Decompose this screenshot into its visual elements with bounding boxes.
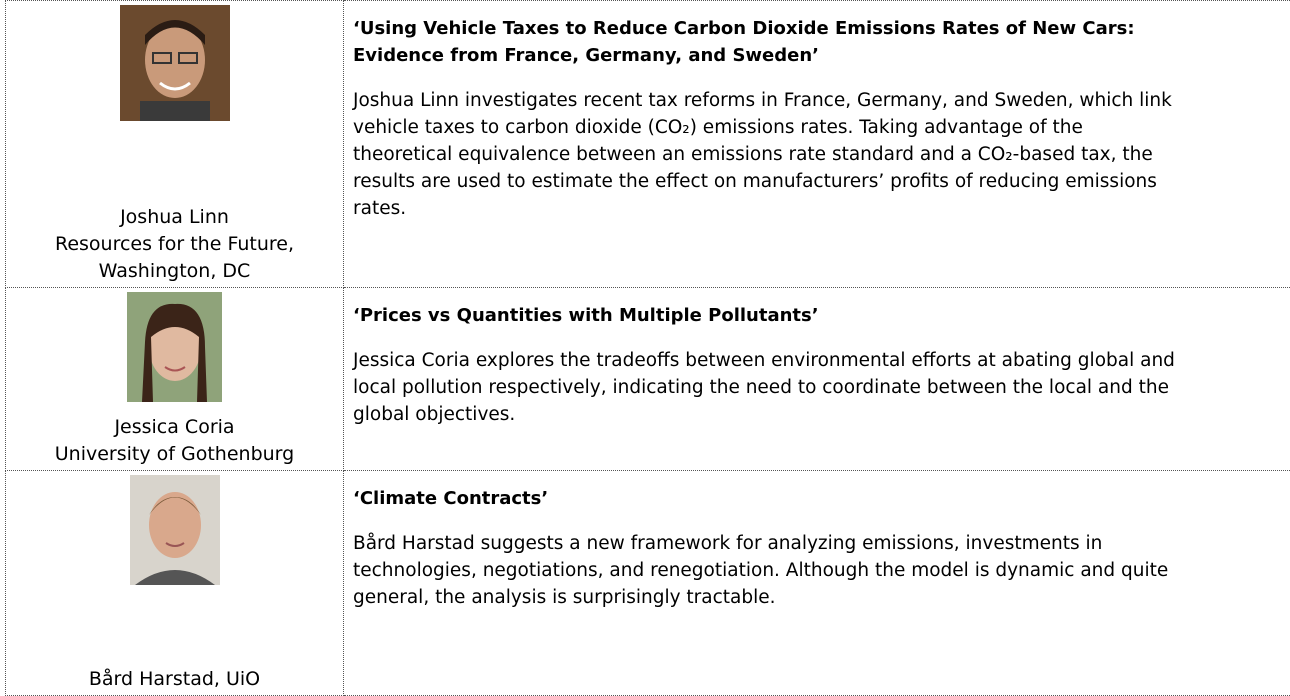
paper-description: Joshua Linn investigates recent tax refo… xyxy=(353,87,1183,222)
row: Bård Harstad, UiO ‘Climate Contracts’ Bå… xyxy=(6,471,1290,696)
paper-cell: ‘Using Vehicle Taxes to Reduce Carbon Di… xyxy=(344,1,1290,288)
name-line: Washington, DC xyxy=(6,258,343,285)
speaker-names: Jessica Coria University of Gothenburg xyxy=(6,414,343,468)
speaker-cell: Jessica Coria University of Gothenburg xyxy=(6,288,344,471)
photo xyxy=(120,5,230,121)
name-line: Jessica Coria xyxy=(6,414,343,441)
paper-description: Jessica Coria explores the tradeoffs bet… xyxy=(353,347,1183,428)
photo xyxy=(127,292,222,402)
name-line: Bård Harstad, UiO xyxy=(6,666,343,693)
paper-cell: ‘Climate Contracts’ Bård Harstad suggest… xyxy=(344,471,1290,696)
page: Joshua Linn Resources for the Future, Wa… xyxy=(0,0,1290,695)
photo xyxy=(130,475,220,585)
speaker-names: Bård Harstad, UiO xyxy=(6,666,343,693)
paper-description: Bård Harstad suggests a new framework fo… xyxy=(353,530,1183,611)
name-line: Resources for the Future, xyxy=(6,231,343,258)
name-line: University of Gothenburg xyxy=(6,441,343,468)
speaker-cell: Joshua Linn Resources for the Future, Wa… xyxy=(6,1,344,288)
paper-cell: ‘Prices vs Quantities with Multiple Poll… xyxy=(344,288,1290,471)
paper-title: ‘Prices vs Quantities with Multiple Poll… xyxy=(353,302,1173,329)
speaker-table: Joshua Linn Resources for the Future, Wa… xyxy=(5,0,1290,696)
row: Joshua Linn Resources for the Future, Wa… xyxy=(6,1,1290,288)
paper-title: ‘Using Vehicle Taxes to Reduce Carbon Di… xyxy=(353,15,1173,69)
speaker-cell: Bård Harstad, UiO xyxy=(6,471,344,696)
name-line: Joshua Linn xyxy=(6,204,343,231)
speaker-names: Joshua Linn Resources for the Future, Wa… xyxy=(6,204,343,285)
row: Jessica Coria University of Gothenburg ‘… xyxy=(6,288,1290,471)
paper-title: ‘Climate Contracts’ xyxy=(353,485,1173,512)
